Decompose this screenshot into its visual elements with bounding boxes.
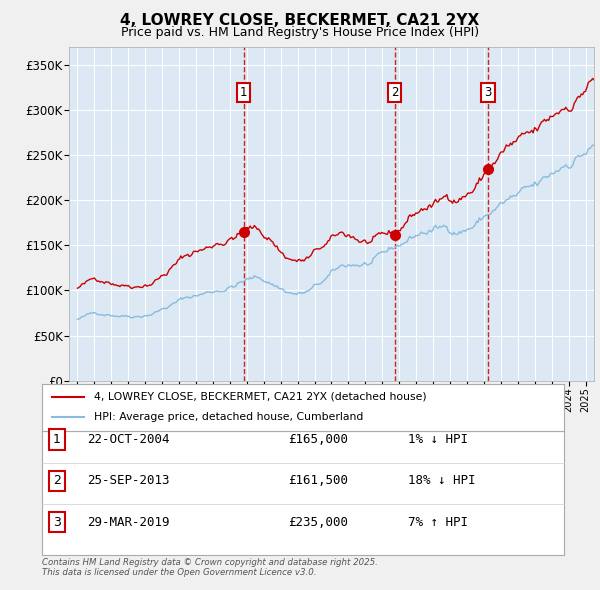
Text: 22-OCT-2004: 22-OCT-2004: [87, 433, 170, 446]
Text: 25-SEP-2013: 25-SEP-2013: [87, 474, 170, 487]
Text: 2: 2: [53, 474, 61, 487]
Text: 7% ↑ HPI: 7% ↑ HPI: [408, 516, 468, 529]
Text: £161,500: £161,500: [288, 474, 348, 487]
Text: Contains HM Land Registry data © Crown copyright and database right 2025.
This d: Contains HM Land Registry data © Crown c…: [42, 558, 378, 577]
Text: 4, LOWREY CLOSE, BECKERMET, CA21 2YX: 4, LOWREY CLOSE, BECKERMET, CA21 2YX: [121, 13, 479, 28]
Text: HPI: Average price, detached house, Cumberland: HPI: Average price, detached house, Cumb…: [94, 412, 364, 422]
Text: Price paid vs. HM Land Registry's House Price Index (HPI): Price paid vs. HM Land Registry's House …: [121, 26, 479, 39]
Text: 3: 3: [53, 516, 61, 529]
Text: £235,000: £235,000: [288, 516, 348, 529]
Text: 1: 1: [240, 86, 247, 99]
Text: 1% ↓ HPI: 1% ↓ HPI: [408, 433, 468, 446]
Text: £165,000: £165,000: [288, 433, 348, 446]
Text: 18% ↓ HPI: 18% ↓ HPI: [408, 474, 476, 487]
Text: 1: 1: [53, 433, 61, 446]
Text: 2: 2: [391, 86, 398, 99]
Text: 4, LOWREY CLOSE, BECKERMET, CA21 2YX (detached house): 4, LOWREY CLOSE, BECKERMET, CA21 2YX (de…: [94, 392, 427, 402]
Text: 29-MAR-2019: 29-MAR-2019: [87, 516, 170, 529]
Text: 3: 3: [484, 86, 491, 99]
